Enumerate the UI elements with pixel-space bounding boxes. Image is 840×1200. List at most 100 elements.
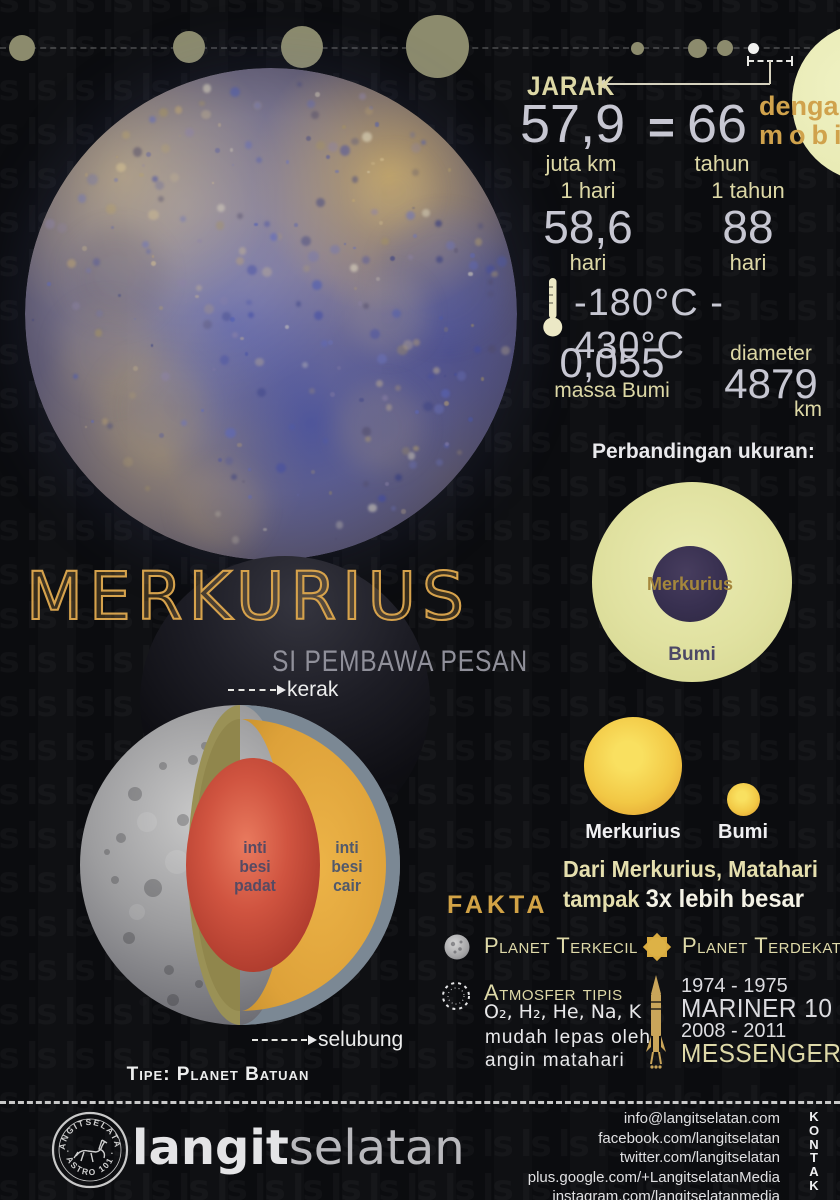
mercury-circle: Merkurius — [647, 546, 733, 622]
surface-speckle — [195, 294, 199, 299]
surface-speckle — [144, 485, 150, 492]
surface-speckle — [339, 145, 351, 156]
surface-speckle — [269, 233, 279, 242]
kerak-arrow — [228, 689, 276, 691]
watermark-glyph: ls — [292, 0, 322, 21]
solid-core-label: inti besi padat — [234, 838, 276, 896]
surface-speckle — [169, 172, 179, 182]
sun-from-mercury-icon — [584, 717, 682, 815]
watermark-glyph: ls — [824, 728, 840, 769]
watermark-glyph: ls — [710, 684, 740, 725]
surface-speckle — [376, 354, 388, 365]
watermark-glyph: ls — [0, 1036, 18, 1077]
planet-dot-icon — [406, 15, 469, 78]
watermark-glyph: ls — [520, 552, 550, 593]
footer-divider — [0, 1101, 840, 1104]
surface-speckle — [456, 371, 467, 381]
watermark-glyph: ls — [0, 200, 18, 241]
mission1-years: 1974 - 1975 — [681, 975, 788, 997]
surface-speckle — [91, 420, 95, 424]
surface-speckle — [412, 169, 420, 177]
surface-speckle — [370, 208, 378, 216]
surface-speckle — [376, 379, 384, 387]
surface-speckle — [368, 105, 373, 110]
watermark-glyph: ls — [558, 640, 588, 681]
watermark-glyph: ls — [216, 24, 246, 65]
watermark-glyph: ls — [368, 24, 398, 65]
surface-speckle — [381, 237, 389, 246]
watermark-glyph: ls — [520, 24, 550, 65]
planet-dot-icon — [281, 26, 323, 68]
planet-type-label: Tipe: Planet Batuan — [126, 1064, 310, 1085]
watermark-glyph: ls — [520, 0, 550, 21]
watermark-glyph: ls — [710, 728, 740, 769]
surface-speckle — [306, 136, 311, 142]
surface-speckle — [150, 344, 154, 347]
watermark-glyph: ls — [0, 596, 18, 637]
mission1-name: MARINER 10 — [681, 993, 833, 1023]
contact-email: info@langitselatan.com — [623, 1110, 780, 1127]
watermark-glyph: ls — [444, 728, 474, 769]
surface-speckle — [122, 130, 131, 139]
watermark-glyph: ls — [64, 0, 94, 21]
cutaway-diagram — [80, 705, 400, 1025]
surface-speckle — [381, 394, 388, 401]
surface-speckle — [230, 87, 241, 98]
watermark-glyph: ls — [0, 816, 18, 857]
surface-speckle — [263, 527, 267, 532]
surface-speckle — [296, 493, 300, 497]
surface-speckle — [328, 339, 333, 345]
rocket-icon — [646, 975, 666, 1069]
watermark-glyph: ls — [482, 684, 512, 725]
surface-speckle — [151, 255, 155, 258]
surface-speckle — [45, 219, 55, 229]
watermark-glyph: ls — [0, 904, 18, 945]
surface-speckle — [471, 324, 474, 327]
watermark-glyph: ls — [824, 816, 840, 857]
surface-speckle — [412, 233, 417, 239]
surface-speckle — [246, 299, 253, 306]
surface-speckle — [427, 373, 434, 380]
surface-speckle — [101, 418, 109, 426]
watermark-glyph: ls — [0, 376, 18, 417]
watermark-glyph: ls — [748, 0, 778, 21]
surface-speckle — [72, 302, 81, 311]
watermark-glyph: ls — [596, 0, 626, 21]
sun-from-earth-icon — [727, 783, 760, 816]
surface-speckle — [288, 423, 295, 430]
surface-speckle — [422, 208, 431, 217]
surface-speckle — [323, 438, 329, 444]
mantle-label: selubung — [318, 1028, 404, 1051]
mercury-dot-icon — [748, 43, 759, 54]
watermark-glyph: ls — [520, 420, 550, 461]
surface-speckle — [432, 367, 441, 375]
surface-speckle — [362, 256, 371, 265]
surface-speckle — [220, 355, 230, 365]
watermark-glyph: ls — [672, 0, 702, 21]
watermark-glyph: ls — [824, 200, 840, 241]
surface-speckle — [401, 509, 406, 514]
small-planet-icon — [444, 934, 470, 960]
page-title: MERKURIUS — [25, 558, 470, 635]
stamp-bottom-text: · ASTRO 101 · — [63, 1149, 116, 1177]
callout-line — [604, 83, 770, 85]
surface-speckle — [367, 170, 371, 174]
watermark-glyph: ls — [0, 0, 18, 21]
fact-smallest-planet: Planet Terkecil — [484, 933, 638, 958]
watermark-glyph: ls — [254, 24, 284, 65]
watermark-glyph: ls — [710, 0, 740, 21]
surface-speckle — [308, 388, 315, 395]
watermark-glyph: ls — [368, 0, 398, 21]
surface-speckle — [320, 339, 329, 348]
surface-speckle — [161, 372, 171, 382]
surface-speckle — [256, 387, 266, 398]
watermark-glyph: ls — [824, 1124, 840, 1165]
surface-speckle — [353, 246, 356, 250]
surface-speckle — [236, 212, 244, 220]
watermark-glyph: ls — [558, 464, 588, 505]
planet-dot-icon — [688, 39, 707, 58]
surface-speckle — [311, 470, 315, 474]
surface-speckle — [77, 194, 87, 203]
surface-speckle — [347, 274, 428, 355]
watermark-glyph: ls — [786, 508, 816, 549]
